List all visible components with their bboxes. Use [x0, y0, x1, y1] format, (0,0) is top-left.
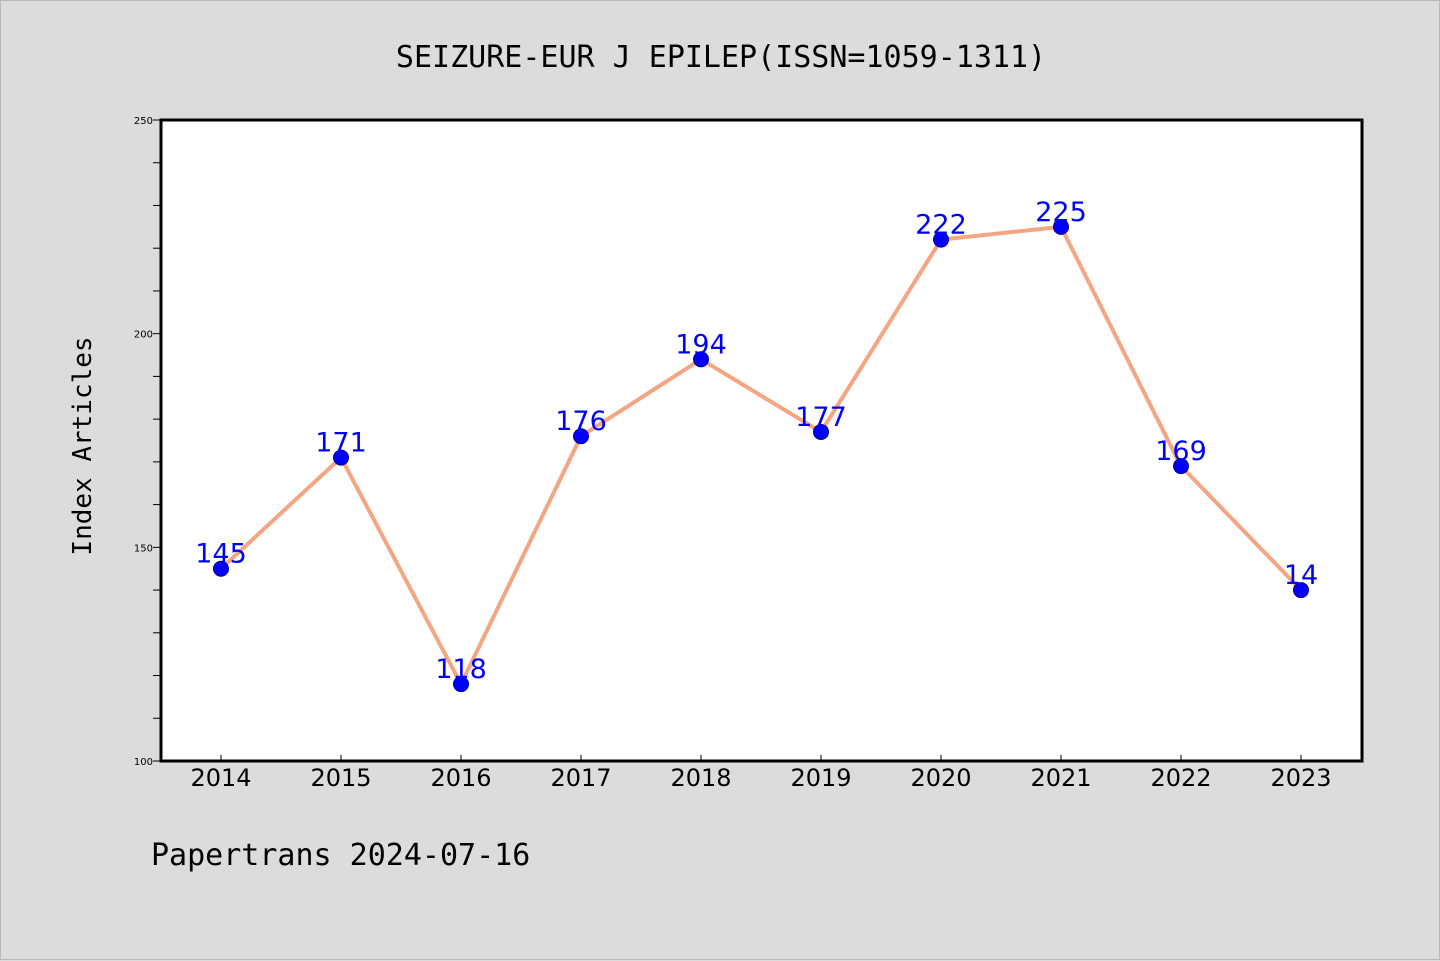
x-tick-label: 2022	[1150, 764, 1211, 792]
x-tick-label: 2019	[790, 764, 851, 792]
data-point	[1173, 458, 1189, 475]
data-label: 118	[435, 654, 487, 685]
x-tick-label: 2015	[310, 764, 371, 792]
data-labels: 145 171 118 176 194 177 222 225 169 14	[195, 197, 1318, 685]
data-label: 194	[675, 329, 727, 360]
x-tick-label: 2018	[670, 764, 731, 792]
data-point	[213, 560, 229, 577]
plot-area	[161, 120, 1362, 761]
plot-frame	[159, 118, 1364, 763]
x-tick-label: 2014	[190, 764, 251, 792]
data-label: 225	[1035, 197, 1087, 228]
y-tick-label: 100	[134, 757, 153, 768]
data-label: 176	[555, 406, 607, 437]
y-tick-label: 150	[134, 543, 153, 554]
chart-title: SEIZURE-EUR J EPILEP(ISSN=1059-1311)	[396, 40, 1046, 75]
x-tick-label: 2021	[1030, 764, 1091, 792]
x-tick-label: 2023	[1270, 764, 1331, 792]
x-axis-ticks: 2014 2015 2016 2017 2018 2019 2020 2021 2022 2023	[190, 755, 1332, 792]
data-point	[573, 428, 589, 445]
data-label: 169	[1155, 436, 1207, 467]
x-tick-label: 2017	[550, 764, 611, 792]
data-point	[813, 423, 829, 440]
y-tick-label: 250	[134, 116, 153, 127]
data-point	[693, 351, 709, 368]
series-line	[219, 224, 1303, 687]
footer-credit: Papertrans 2024-07-16	[151, 838, 530, 873]
data-point	[1293, 582, 1309, 599]
data-label: 177	[795, 402, 847, 433]
data-point	[333, 449, 349, 466]
y-axis-ticks: 100 150 200 250	[134, 116, 161, 768]
y-tick-label: 200	[134, 330, 153, 341]
data-label: 145	[195, 539, 247, 570]
data-label: 171	[315, 428, 367, 459]
x-tick-label: 2020	[910, 764, 971, 792]
data-markers	[213, 218, 1309, 693]
y-axis-label: Index Articles	[68, 336, 98, 555]
data-point	[933, 231, 949, 248]
data-label: 222	[915, 210, 967, 241]
data-label: 14	[1284, 560, 1318, 591]
data-point	[453, 676, 469, 693]
data-point	[1053, 218, 1069, 235]
x-tick-label: 2016	[430, 764, 491, 792]
